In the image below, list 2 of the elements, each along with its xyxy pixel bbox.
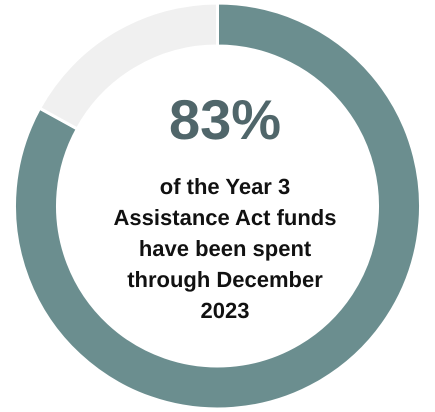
text: 83%	[168, 88, 282, 151]
text: of the Year 3 Assistance Act funds have been spent through December 2023	[114, 174, 336, 323]
